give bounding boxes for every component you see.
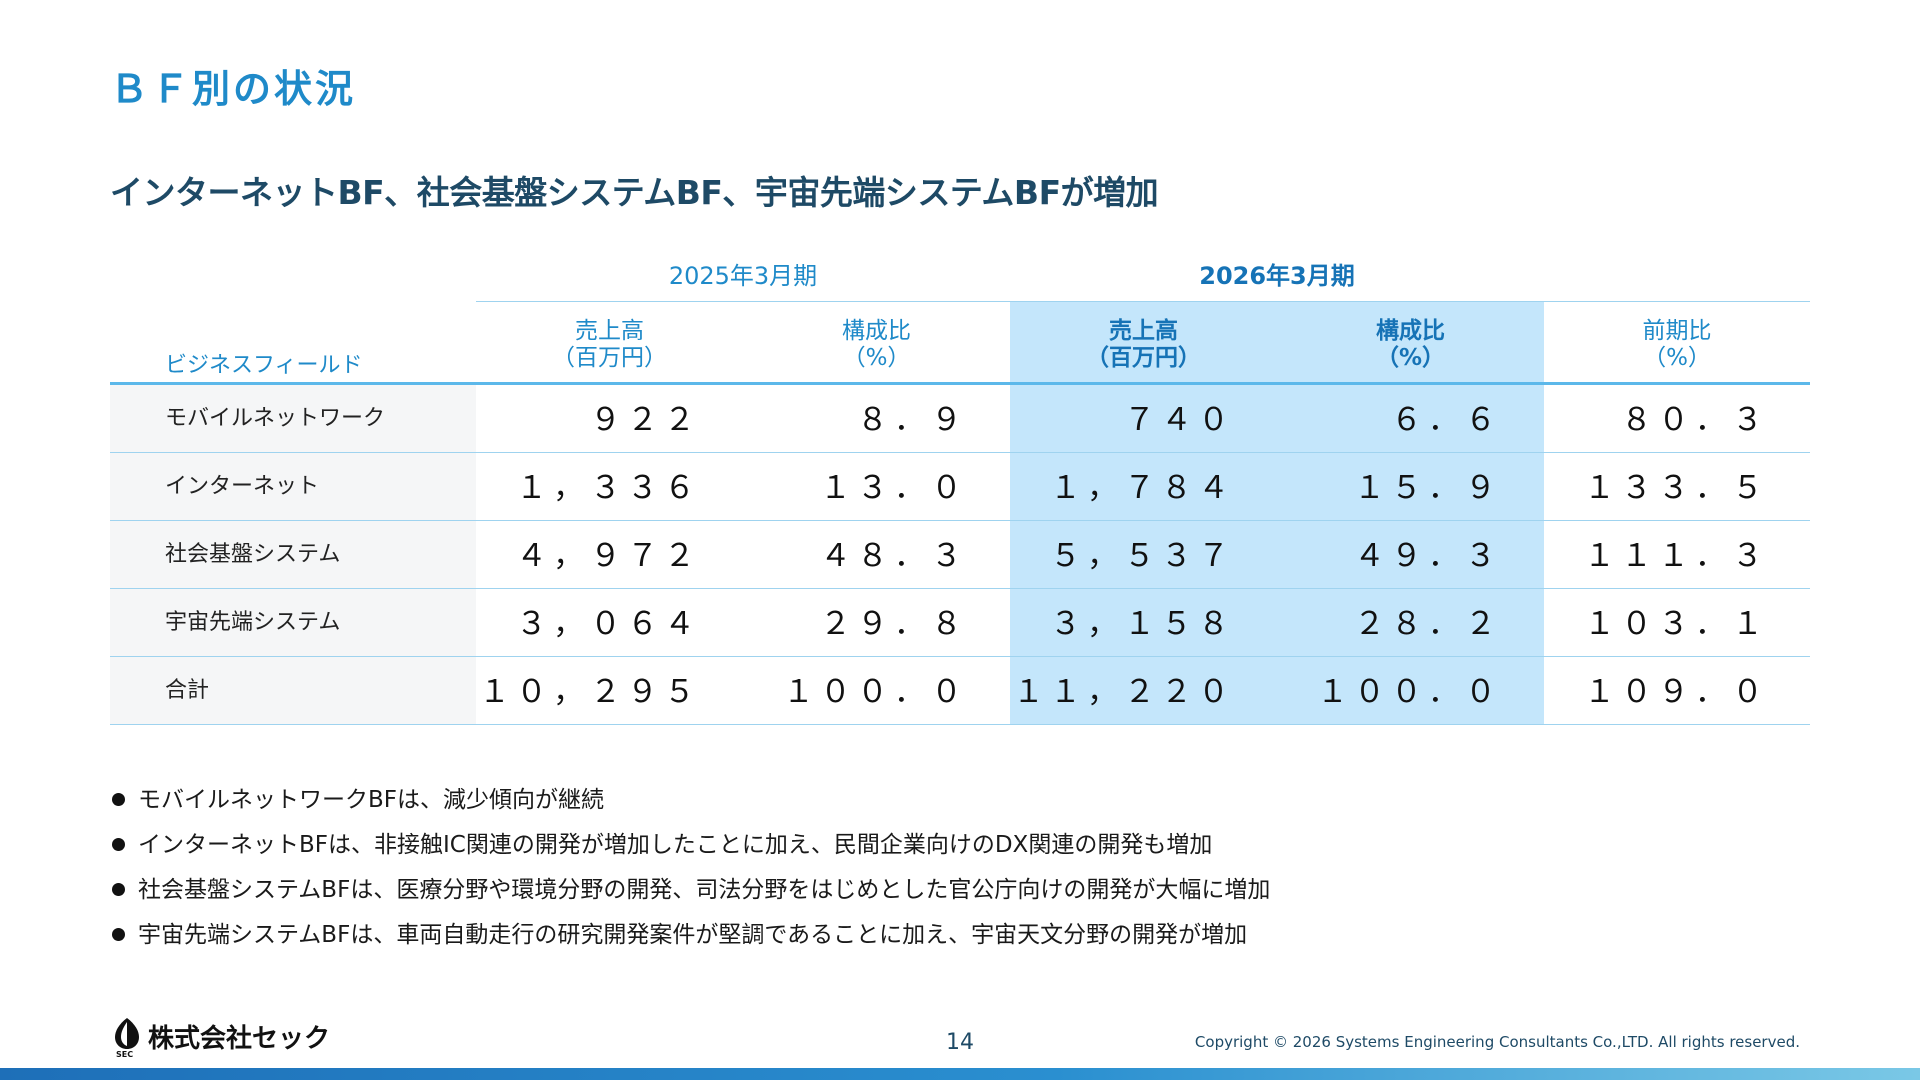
section-title: ＢＦ別の状況	[110, 67, 357, 111]
table-row-total: 合計 １０，２９５ １００．０ １１，２２０ １００．０ １０９．０	[110, 657, 1810, 725]
sec-logo-icon	[115, 1018, 139, 1049]
period-2025-header: 2025年3月期	[668, 262, 818, 290]
header-sales-2025: 売上高 （百万円）	[552, 318, 667, 371]
cell-ratio-2025: ４８．３	[820, 538, 968, 574]
highlight-cell-bg	[1010, 589, 1544, 656]
bullet-item: 社会基盤システムBFは、医療分野や環境分野の開発、司法分野をはじめとした官公庁向…	[110, 870, 1270, 915]
cell-sales-2025: ３，０６４	[516, 606, 701, 642]
page-number: 14	[946, 1030, 974, 1055]
bullet-dot-icon	[112, 793, 125, 806]
page-headline: インターネットBF、社会基盤システムBF、宇宙先端システムBFが増加	[110, 173, 1159, 212]
row-label: 合計	[110, 657, 476, 724]
cell-sales-2026: ７４０	[1124, 402, 1235, 438]
cell-ratio-2026: ４９．３	[1354, 538, 1502, 574]
row-label: 宇宙先端システム	[110, 589, 476, 656]
table-header-row: ビジネスフィールド 売上高 （百万円） 構成比 （%） 売上高 （百万円） 構成…	[110, 302, 1810, 384]
header-ratio-2026: 構成比 （%）	[1277, 302, 1544, 384]
copyright-text: Copyright © 2026 Systems Engineering Con…	[1194, 1033, 1800, 1051]
cell-ratio-2025: ８．９	[857, 402, 968, 438]
cell-sales-2025: ９２２	[590, 402, 701, 438]
cell-yoy: １３３．５	[1584, 470, 1769, 506]
bullet-item: インターネットBFは、非接触IC関連の開発が増加したことに加え、民間企業向けのD…	[110, 825, 1270, 870]
row-label: インターネット	[110, 453, 476, 520]
table-row: モバイルネットワーク ９２２ ８．９ ７４０ ６．６ ８０．３	[110, 385, 1810, 453]
row-label: モバイルネットワーク	[110, 385, 476, 452]
cell-sales-2025: １，３３６	[516, 470, 701, 506]
cell-sales-2026: ５，５３７	[1050, 538, 1235, 574]
cell-sales-2026: １１，２２０	[1013, 674, 1235, 710]
row-label: 社会基盤システム	[110, 521, 476, 588]
cell-ratio-2025: ２９．８	[820, 606, 968, 642]
bullet-dot-icon	[112, 928, 125, 941]
cell-ratio-2025: １３．０	[820, 470, 968, 506]
cell-ratio-2026: １５．９	[1354, 470, 1502, 506]
period-divider	[476, 301, 1810, 302]
bullet-list: モバイルネットワークBFは、減少傾向が継続 インターネットBFは、非接触IC関連…	[110, 780, 1270, 960]
cell-yoy: １１１．３	[1584, 538, 1769, 574]
table-body: モバイルネットワーク ９２２ ８．９ ７４０ ６．６ ８０．３ インターネット …	[110, 385, 1810, 725]
highlight-cell-bg	[1010, 657, 1544, 724]
highlight-cell-bg	[1010, 385, 1544, 452]
cell-sales-2025: ４，９７２	[516, 538, 701, 574]
cell-ratio-2026: ２８．２	[1354, 606, 1502, 642]
bullet-item: モバイルネットワークBFは、減少傾向が継続	[110, 780, 1270, 825]
header-sales-2026: 売上高 （百万円）	[1010, 302, 1277, 384]
cell-sales-2026: ３，１５８	[1050, 606, 1235, 642]
cell-sales-2025: １０，２９５	[479, 674, 701, 710]
period-2026-header: 2026年3月期	[1199, 262, 1355, 290]
header-divider	[110, 382, 1810, 385]
table-row: 社会基盤システム ４，９７２ ４８．３ ５，５３７ ４９．３ １１１．３	[110, 521, 1810, 589]
cell-yoy: １０３．１	[1584, 606, 1769, 642]
table-row: 宇宙先端システム ３，０６４ ２９．８ ３，１５８ ２８．２ １０３．１	[110, 589, 1810, 657]
highlight-cell-bg	[1010, 453, 1544, 520]
bullet-item: 宇宙先端システムBFは、車両自動走行の研究開発案件が堅調であることに加え、宇宙天…	[110, 915, 1270, 960]
cell-ratio-2025: １００．０	[783, 674, 968, 710]
logo-sec-text: SEC	[116, 1050, 134, 1059]
header-yoy: 前期比 （%）	[1642, 318, 1712, 371]
header-ratio-2025: 構成比 （%）	[842, 318, 911, 371]
footer-accent-bar	[0, 1068, 1920, 1080]
cell-ratio-2026: ６．６	[1391, 402, 1502, 438]
bullet-dot-icon	[112, 883, 125, 896]
field-column-header: ビジネスフィールド	[165, 353, 363, 378]
cell-sales-2026: １，７８４	[1050, 470, 1235, 506]
logo-company-name: 株式会社セック	[148, 1024, 331, 1054]
highlight-cell-bg	[1010, 521, 1544, 588]
bullet-dot-icon	[112, 838, 125, 851]
cell-ratio-2026: １００．０	[1317, 674, 1502, 710]
table-row: インターネット １，３３６ １３．０ １，７８４ １５．９ １３３．５	[110, 453, 1810, 521]
cell-yoy: ８０．３	[1621, 402, 1769, 438]
cell-yoy: １０９．０	[1584, 674, 1769, 710]
